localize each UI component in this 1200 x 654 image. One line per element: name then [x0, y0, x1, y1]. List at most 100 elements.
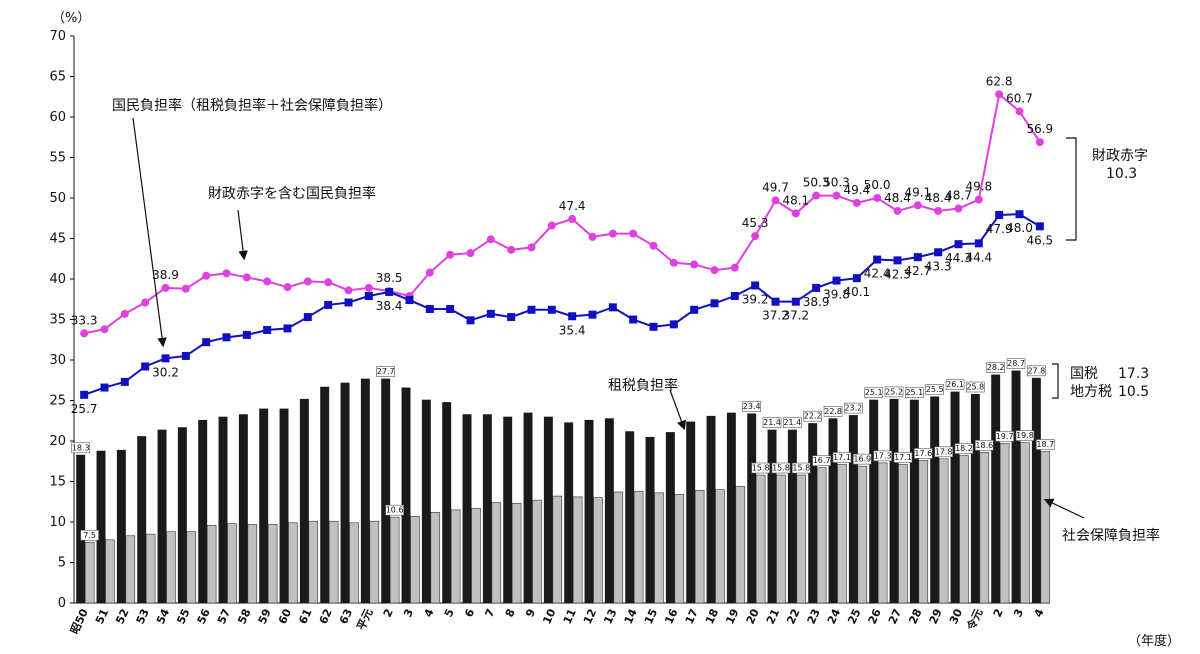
- national-burden-point: [751, 281, 760, 290]
- social-bar-label-box: [385, 504, 404, 516]
- national-burden-point: [690, 305, 699, 314]
- social-bar: [532, 499, 542, 604]
- tax-bar: [767, 429, 777, 603]
- deficit-burden-point: [730, 263, 739, 272]
- national-burden-point: [954, 240, 963, 249]
- tax-bar: [706, 415, 716, 603]
- national-burden-point: [791, 297, 800, 306]
- deficit-burden-point: [324, 278, 333, 287]
- national-burden-point: [588, 310, 597, 319]
- deficit-burden-point: [547, 221, 556, 230]
- deficit-burden-point: [161, 283, 170, 292]
- national-burden-point: [568, 312, 577, 321]
- tax-bar: [320, 386, 330, 603]
- annotation-tax-burden: 租税負担率: [608, 377, 678, 394]
- tax-bar-label-box: [1027, 365, 1046, 377]
- x-tick-label: 53: [134, 607, 152, 626]
- national-burden-point: [669, 320, 678, 329]
- annotation-national-burden: 国民負担率（租税負担率＋社会保障負担率）: [112, 97, 392, 114]
- x-tick-label: 30: [947, 606, 965, 626]
- y-tick-label: 25: [49, 394, 66, 409]
- social-bar-label: 7.5: [83, 531, 96, 540]
- national-burden-label: 37.2: [762, 309, 789, 323]
- social-bar-label: 18.6: [975, 441, 993, 450]
- tax-bar-label: 18.3: [72, 443, 90, 452]
- tax-bar-label: 21.4: [783, 418, 801, 427]
- social-bar: [796, 474, 807, 604]
- deficit-burden-point: [527, 243, 536, 252]
- tax-bar: [604, 418, 614, 603]
- tax-bar-label: 22.2: [804, 412, 822, 421]
- national-burden-point: [507, 313, 516, 322]
- tax-bar: [909, 399, 919, 603]
- tax-bar: [137, 436, 147, 603]
- deficit-burden-label: 56.9: [1026, 122, 1053, 136]
- national-burden-point: [913, 253, 922, 262]
- deficit-burden-point: [649, 241, 658, 250]
- deficit-burden-label: 49.7: [762, 180, 789, 194]
- national-burden-point: [161, 354, 170, 363]
- deficit-burden-point: [303, 277, 312, 286]
- social-bar: [410, 516, 420, 604]
- national-burden-point: [80, 390, 89, 399]
- social-bar-label: 15.8: [792, 464, 810, 473]
- tax-bar: [970, 394, 980, 603]
- social-bar: [776, 474, 786, 604]
- tax-bar-label-box: [884, 386, 904, 398]
- deficit-burden-label: 48.4: [884, 191, 911, 205]
- tax-bar: [930, 396, 940, 603]
- x-tick-label: 6: [462, 606, 477, 619]
- x-unit-label: （年度）: [1128, 633, 1180, 649]
- social-bar-label: 19.7: [996, 432, 1014, 441]
- national-burden-label: 43.3: [925, 259, 952, 273]
- deficit-burden-point: [934, 206, 943, 215]
- annotation-deficit-burden: 財政赤字を含む国民負担率: [208, 185, 376, 202]
- arrow-social-burden: [1043, 498, 1085, 519]
- tax-bar: [828, 418, 838, 603]
- social-bar-label: 17.8: [935, 447, 953, 456]
- deficit-burden-point: [1035, 138, 1044, 147]
- tax-bar-label: 25.1: [865, 388, 883, 397]
- national-burden-point: [832, 276, 841, 285]
- y-tick-label: 40: [49, 272, 66, 287]
- x-tick-label: 18: [703, 607, 721, 626]
- social-bar-label-box: [751, 462, 770, 474]
- social-bar-label-box: [995, 431, 1014, 442]
- social-bar: [125, 535, 136, 604]
- social-bar-label-box: [832, 452, 852, 463]
- x-tick-label: 8: [503, 607, 518, 619]
- national-burden-point: [425, 304, 434, 313]
- tax-bar-label: 22.8: [824, 407, 842, 416]
- social-bar-label-box: [792, 462, 811, 474]
- national-burden-point: [934, 248, 943, 257]
- social-bar-label-box: [914, 448, 933, 459]
- x-tick-label: 22: [784, 607, 802, 626]
- social-bar: [654, 492, 664, 604]
- tax-bar: [1031, 377, 1041, 603]
- deficit-burden-point: [263, 277, 272, 286]
- tax-bar: [177, 427, 187, 603]
- social-bar-label-box: [80, 529, 99, 541]
- national-burden-point: [527, 305, 536, 314]
- social-bar: [877, 462, 888, 604]
- x-tick-label: 63: [337, 607, 355, 626]
- deficit-burden-label: 45.3: [742, 216, 769, 230]
- x-tick-label: 60: [276, 606, 294, 626]
- deficit-burden-point: [446, 250, 455, 259]
- x-tick-label: 62: [317, 607, 335, 626]
- social-bar-label: 16.7: [813, 456, 831, 465]
- deficit-burden-point: [507, 245, 516, 254]
- local-tax-value: 10.5: [1118, 384, 1149, 400]
- social-bar-label-box: [975, 440, 994, 451]
- y-tick-label: 30: [49, 353, 66, 368]
- social-bar-label-box: [853, 453, 872, 465]
- national-tax-label: 国税: [1070, 366, 1098, 382]
- tax-bar: [360, 378, 370, 603]
- national-burden-label: 25.7: [71, 402, 98, 416]
- y-tick-label: 5: [58, 556, 66, 571]
- deficit-burden-point: [202, 271, 211, 280]
- tax-bar-label-box: [986, 362, 1005, 373]
- national-burden-point: [730, 292, 739, 301]
- deficit-burden-point: [283, 283, 292, 292]
